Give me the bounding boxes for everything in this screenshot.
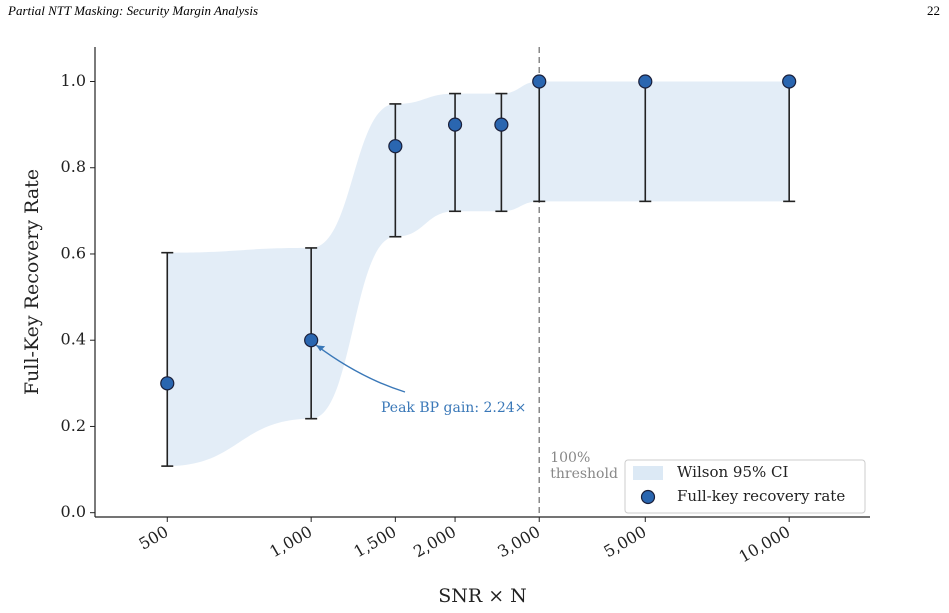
data-point xyxy=(638,74,653,89)
x-tick-label: 1,000 xyxy=(266,522,315,561)
x-tick-label: 2,000 xyxy=(410,522,459,561)
data-point xyxy=(782,74,797,89)
threshold-label-line: 100% xyxy=(550,450,590,466)
legend-box xyxy=(624,459,866,514)
ci-band xyxy=(167,81,790,467)
data-point xyxy=(160,376,175,391)
x-tick-label: 500 xyxy=(136,522,172,554)
annotation-arrow xyxy=(315,344,406,393)
threshold-label-line: threshold xyxy=(550,466,618,482)
x-axis-label: SNR × N xyxy=(438,585,527,607)
data-point xyxy=(304,333,319,348)
data-point xyxy=(447,117,463,132)
legend-label: Wilson 95% CI xyxy=(677,463,788,481)
data-point xyxy=(388,139,403,154)
x-tick-label: 5,000 xyxy=(600,522,649,561)
x-tick-label: 3,000 xyxy=(494,522,543,561)
y-axis-label: Full-Key Recovery Rate xyxy=(21,169,43,395)
y-tick-label: 1.0 xyxy=(61,71,86,90)
y-tick-label: 0.2 xyxy=(61,416,86,435)
y-tick-label: 0.4 xyxy=(61,330,86,349)
page-number: 22 xyxy=(927,3,940,18)
y-tick-label: 0.6 xyxy=(61,243,86,262)
legend-swatch xyxy=(633,466,663,480)
data-point xyxy=(532,74,547,89)
legend-label: Full-key recovery rate xyxy=(677,487,845,505)
legend-marker xyxy=(640,489,656,505)
x-tick-label: 10,000 xyxy=(735,522,793,566)
annotation-text: Peak BP gain: 2.24× xyxy=(381,400,526,416)
y-tick-label: 0.0 xyxy=(61,502,86,521)
data-point xyxy=(494,117,509,132)
y-tick-label: 0.8 xyxy=(61,157,86,176)
running-header: Partial NTT Masking: Security Margin Ana… xyxy=(7,3,258,18)
annotation-arrowhead xyxy=(316,345,326,352)
x-tick-label: 1,500 xyxy=(350,522,399,561)
threshold-label: 100% threshold xyxy=(550,450,618,482)
